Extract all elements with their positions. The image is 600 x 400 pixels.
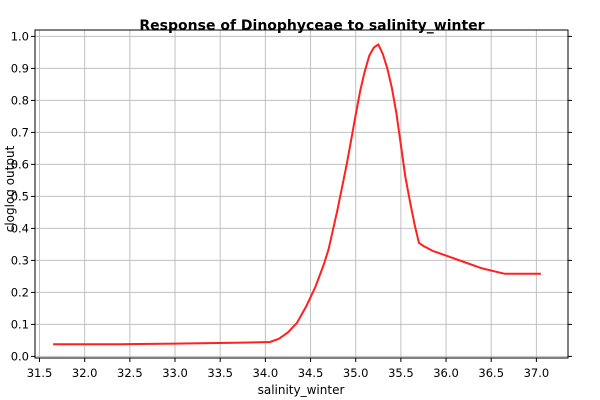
x-tick-label: 35.0 bbox=[343, 366, 369, 380]
x-tick-label: 34.5 bbox=[298, 366, 324, 380]
y-tick-label: 0.2 bbox=[11, 285, 29, 299]
plot-area-frame bbox=[34, 29, 569, 359]
x-tick-label: 32.5 bbox=[117, 366, 143, 380]
y-tick-label: 0.7 bbox=[11, 125, 29, 139]
x-tick-label: 33.5 bbox=[207, 366, 233, 380]
x-tick-label: 36.5 bbox=[478, 366, 504, 380]
gridlines bbox=[35, 30, 568, 358]
y-tick-label: 0.4 bbox=[11, 221, 29, 235]
series-layer bbox=[53, 43, 541, 346]
y-tick-label: 0.8 bbox=[11, 93, 29, 107]
y-tick-label: 0.6 bbox=[11, 157, 29, 171]
x-tick-label: 36.0 bbox=[433, 366, 459, 380]
x-tick-label: 34.0 bbox=[253, 366, 279, 380]
x-tick-label: 31.5 bbox=[27, 366, 53, 380]
x-tick-label: 37.0 bbox=[524, 366, 550, 380]
y-axis-label: cloglog output bbox=[3, 145, 17, 232]
axis-ticks: 31.5 32.0 32.5 33.0 33.5 34.0 34.5 35.0 35.5 36.0… bbox=[11, 29, 572, 380]
y-tick-label: 0.0 bbox=[11, 349, 29, 363]
chart-title: Response of Dinophyceae to salinity_wint… bbox=[139, 18, 484, 34]
x-tick-label: 33.0 bbox=[162, 366, 188, 380]
y-tick-label: 0.9 bbox=[11, 61, 29, 75]
x-axis-label: salinity_winter bbox=[258, 383, 345, 397]
y-tick-label: 0.3 bbox=[11, 253, 29, 267]
y-tick-label: 0.5 bbox=[11, 189, 29, 203]
x-tick-label: 32.0 bbox=[72, 366, 98, 380]
x-tick-label: 35.5 bbox=[388, 366, 414, 380]
y-tick-label: 1.0 bbox=[11, 29, 29, 43]
y-tick-label: 0.1 bbox=[11, 317, 29, 331]
response-curve bbox=[53, 43, 541, 346]
